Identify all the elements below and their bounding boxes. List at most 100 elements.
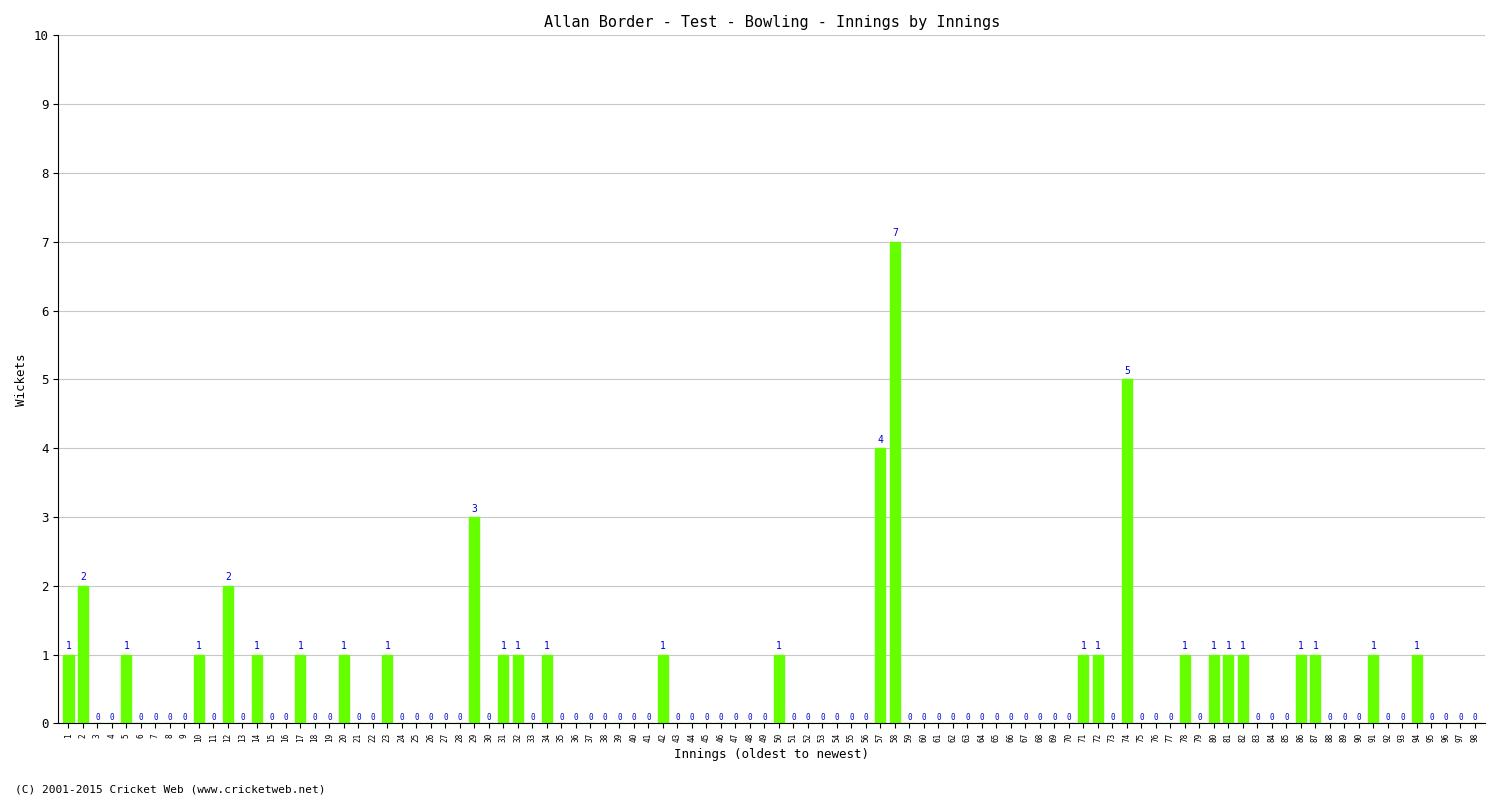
Text: 0: 0 [560,713,564,722]
Text: 0: 0 [790,713,795,722]
Text: 0: 0 [442,713,447,722]
Text: 0: 0 [1066,713,1071,722]
Text: 1: 1 [1095,642,1101,651]
Text: 1: 1 [1210,642,1216,651]
Text: 0: 0 [821,713,825,722]
Text: 0: 0 [964,713,969,722]
Text: 1: 1 [501,642,507,651]
Text: 0: 0 [1328,713,1332,722]
Text: 1: 1 [254,642,260,651]
Text: 1: 1 [514,642,520,651]
Text: 1: 1 [1371,642,1377,651]
Text: 0: 0 [240,713,244,722]
Text: 0: 0 [182,713,186,722]
Bar [1122,379,1132,723]
Text: 1: 1 [1226,642,1232,651]
Bar [498,654,508,723]
Bar [1209,654,1219,723]
Text: 0: 0 [268,713,273,722]
Text: 0: 0 [762,713,766,722]
Bar [774,654,784,723]
Text: 0: 0 [1008,713,1013,722]
Text: 0: 0 [1342,713,1347,722]
Bar [224,586,232,723]
Text: 0: 0 [110,713,114,722]
Text: 0: 0 [1052,713,1056,722]
Bar [542,654,552,723]
Text: 0: 0 [908,713,912,722]
Text: 0: 0 [1356,713,1360,722]
Text: 1: 1 [1298,642,1304,651]
Text: 0: 0 [1023,713,1028,722]
Text: 0: 0 [704,713,708,722]
Y-axis label: Wickets: Wickets [15,353,28,406]
Text: 0: 0 [806,713,810,722]
Text: 0: 0 [1473,713,1478,722]
Text: 0: 0 [153,713,158,722]
Text: 0: 0 [327,713,332,722]
Bar [1412,654,1422,723]
Bar [1224,654,1233,723]
Bar [1078,654,1089,723]
Text: 0: 0 [994,713,999,722]
Text: 0: 0 [646,713,651,722]
Bar [470,517,480,723]
Text: 0: 0 [980,713,984,722]
Title: Allan Border - Test - Bowling - Innings by Innings: Allan Border - Test - Bowling - Innings … [543,15,1000,30]
Text: 0: 0 [284,713,288,722]
Bar [1311,654,1320,723]
Text: 1: 1 [340,642,346,651]
Bar [513,654,523,723]
Text: 1: 1 [1312,642,1318,651]
Bar [890,242,900,723]
Text: 2: 2 [225,573,231,582]
Text: 0: 0 [1400,713,1404,722]
Text: 1: 1 [297,642,303,651]
Bar [122,654,132,723]
Text: 7: 7 [892,228,898,238]
Bar [339,654,350,723]
Text: 0: 0 [486,713,490,722]
Text: 0: 0 [399,713,404,722]
Text: 0: 0 [921,713,926,722]
Text: 0: 0 [588,713,592,722]
Text: 0: 0 [138,713,142,722]
Text: 0: 0 [312,713,316,722]
Text: 0: 0 [1430,713,1434,722]
Text: 0: 0 [864,713,868,722]
Text: 0: 0 [1110,713,1114,722]
Text: 0: 0 [718,713,723,722]
Bar [876,448,885,723]
Text: 0: 0 [1386,713,1390,722]
Bar [1180,654,1190,723]
Text: 0: 0 [1197,713,1202,722]
Text: 0: 0 [632,713,636,722]
Text: 0: 0 [936,713,940,722]
Text: 0: 0 [734,713,738,722]
Text: 0: 0 [94,713,99,722]
Text: 0: 0 [429,713,433,722]
Text: 1: 1 [384,642,390,651]
Text: 0: 0 [1284,713,1288,722]
Bar [296,654,306,723]
Bar [194,654,204,723]
Text: 4: 4 [878,434,884,445]
Text: 1: 1 [776,642,782,651]
Bar [1238,654,1248,723]
Text: 3: 3 [471,503,477,514]
Bar [78,586,88,723]
Text: 1: 1 [1080,642,1086,651]
Text: 0: 0 [616,713,621,722]
Text: 1: 1 [1414,642,1420,651]
Text: 0: 0 [1154,713,1158,722]
Text: 0: 0 [951,713,956,722]
Text: 1: 1 [544,642,550,651]
Text: 0: 0 [414,713,419,722]
Bar [1296,654,1306,723]
Text: 1: 1 [1240,642,1246,651]
Bar [382,654,393,723]
X-axis label: Innings (oldest to newest): Innings (oldest to newest) [674,748,868,761]
Text: 1: 1 [66,642,72,651]
Text: 0: 0 [356,713,360,722]
Text: 1: 1 [123,642,129,651]
